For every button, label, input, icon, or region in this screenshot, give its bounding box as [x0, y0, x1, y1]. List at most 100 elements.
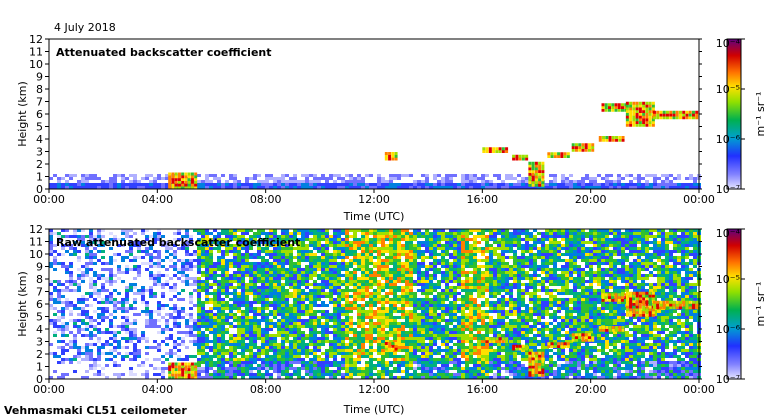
field-cell	[473, 174, 477, 177]
field-cell	[429, 238, 433, 241]
field-cell	[237, 180, 241, 183]
field-cell	[473, 247, 477, 250]
field-cell	[117, 277, 121, 280]
field-cell	[369, 343, 373, 346]
field-cell	[281, 238, 285, 241]
cloud-cell	[659, 110, 663, 114]
cloud-cell	[682, 116, 686, 120]
field-cell	[221, 328, 225, 331]
cloud-cell	[528, 170, 532, 173]
field-cell	[465, 241, 469, 244]
field-cell	[257, 376, 261, 379]
field-cell	[197, 316, 201, 319]
field-cell	[209, 301, 213, 304]
field-cell	[433, 316, 437, 319]
field-cell	[385, 247, 389, 250]
field-cell	[273, 325, 277, 328]
cloud-cell	[547, 155, 551, 158]
field-cell	[369, 298, 373, 301]
field-cell	[189, 319, 193, 322]
field-cell	[485, 180, 489, 183]
field-cell	[325, 235, 329, 238]
field-cell	[165, 268, 169, 271]
field-cell	[165, 274, 169, 277]
field-cell	[429, 253, 433, 256]
field-cell	[313, 343, 317, 346]
field-cell	[265, 376, 269, 379]
field-cell	[597, 174, 601, 177]
field-cell	[473, 280, 477, 283]
field-cell	[337, 328, 341, 331]
field-cell	[389, 247, 393, 250]
field-cell	[129, 229, 133, 232]
field-cell	[661, 174, 665, 177]
field-cell	[353, 301, 357, 304]
field-cell	[189, 238, 193, 241]
field-cell	[273, 283, 277, 286]
field-cell	[409, 313, 413, 316]
cloud-cell	[541, 183, 545, 187]
field-cell	[329, 340, 333, 343]
field-cell	[425, 283, 429, 286]
cloud-cell	[648, 115, 652, 119]
field-cell	[189, 235, 193, 238]
field-cell	[277, 358, 281, 361]
field-cell	[241, 322, 245, 325]
field-cell	[261, 358, 265, 361]
field-cell	[405, 310, 409, 313]
field-cell	[281, 301, 285, 304]
field-cell	[265, 268, 269, 271]
field-cell	[401, 274, 405, 277]
cloud-cell	[584, 143, 588, 147]
field-cell	[309, 292, 313, 295]
field-cell	[365, 250, 369, 253]
field-cell	[109, 301, 113, 304]
field-cell	[217, 186, 221, 189]
field-cell	[109, 183, 113, 186]
field-cell	[73, 322, 77, 325]
field-cell	[453, 259, 457, 262]
cloud-cell	[632, 107, 636, 111]
field-cell	[301, 232, 305, 235]
field-cell	[153, 310, 157, 313]
field-cell	[365, 352, 369, 355]
cloud-cell	[614, 108, 618, 112]
field-cell	[301, 280, 305, 283]
field-cell	[85, 325, 89, 328]
field-cell	[365, 256, 369, 259]
field-cell	[437, 349, 441, 352]
field-cell	[309, 268, 313, 271]
field-cell	[265, 343, 269, 346]
field-cell	[269, 274, 273, 277]
field-cell	[429, 358, 433, 361]
field-cell	[289, 183, 293, 186]
field-cell	[197, 238, 201, 241]
cloud-cell	[194, 183, 198, 187]
field-cell	[217, 367, 221, 370]
field-cell	[445, 283, 449, 286]
field-cell	[277, 331, 281, 334]
field-cell	[205, 340, 209, 343]
field-cell	[69, 301, 73, 304]
field-cell	[261, 280, 265, 283]
field-cell	[473, 364, 477, 367]
field-cell	[453, 334, 457, 337]
field-cell	[633, 183, 637, 186]
field-cell	[317, 256, 321, 259]
field-cell	[117, 238, 121, 241]
field-cell	[361, 235, 365, 238]
field-cell	[309, 304, 313, 307]
field-cell	[441, 328, 445, 331]
field-cell	[397, 286, 401, 289]
field-cell	[429, 241, 433, 244]
field-cell	[385, 180, 389, 183]
field-cell	[465, 274, 469, 277]
field-cell	[137, 241, 141, 244]
field-cell	[385, 277, 389, 280]
field-cell	[345, 256, 349, 259]
field-cell	[233, 316, 237, 319]
field-cell	[333, 283, 337, 286]
field-cell	[277, 283, 281, 286]
field-cell	[433, 328, 437, 331]
field-cell	[165, 322, 169, 325]
